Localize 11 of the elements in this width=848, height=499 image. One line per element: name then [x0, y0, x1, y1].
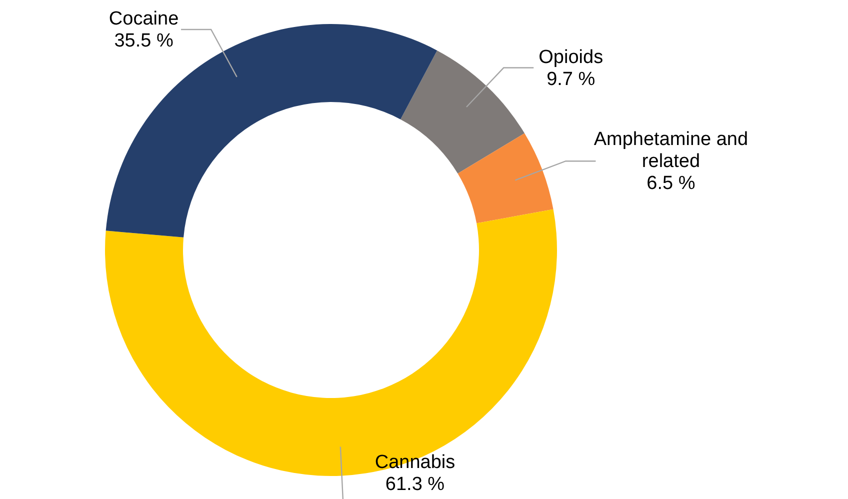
data-label: 9.7 %: [546, 68, 596, 90]
data-label: 6.5 %: [646, 173, 696, 194]
slice-label: Amphetamine and related: [594, 129, 748, 172]
data-label: 35.5 %: [114, 30, 174, 52]
data-label: 61.3 %: [385, 474, 445, 495]
donut-slice: [106, 24, 438, 238]
slice-label: Cocaine: [108, 8, 179, 30]
donut-slice: [400, 50, 525, 174]
donut-slice: [105, 209, 557, 476]
slice-label: Opioids: [538, 46, 604, 68]
donut-slice: [458, 133, 554, 224]
